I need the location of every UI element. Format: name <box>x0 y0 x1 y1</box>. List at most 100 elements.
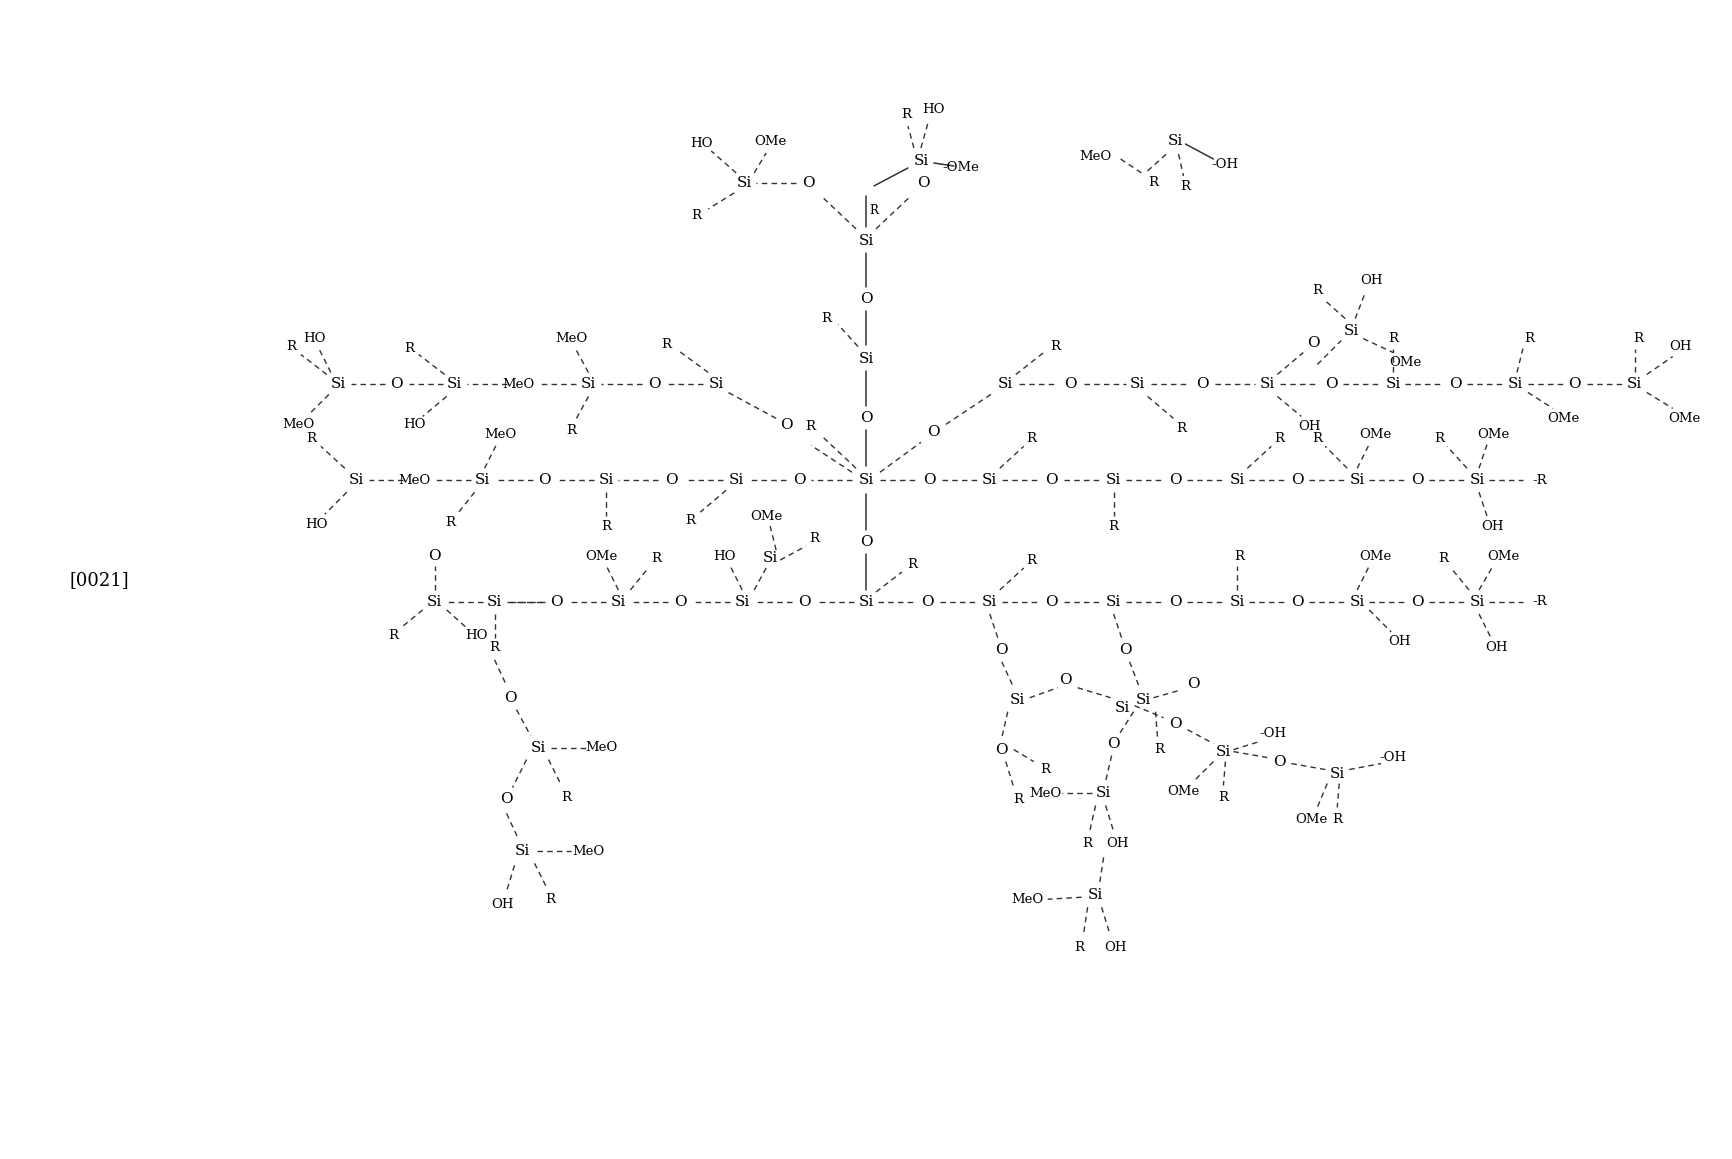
Text: R: R <box>445 516 456 529</box>
Text: R: R <box>805 420 816 432</box>
Text: OMe: OMe <box>1167 785 1200 799</box>
Text: Si: Si <box>475 473 490 487</box>
Text: Si: Si <box>1010 693 1025 707</box>
Text: OMe: OMe <box>1486 549 1519 562</box>
Text: R: R <box>651 552 662 564</box>
Text: Si: Si <box>599 473 615 487</box>
Text: Si: Si <box>913 154 928 168</box>
Text: OH: OH <box>1107 837 1129 850</box>
Text: OH: OH <box>1360 275 1382 287</box>
Text: R: R <box>1275 432 1285 445</box>
Text: Si: Si <box>734 595 750 608</box>
Text: Si: Si <box>1386 378 1401 392</box>
Text: R: R <box>809 532 819 545</box>
Text: O: O <box>798 595 811 608</box>
Text: R: R <box>307 432 315 445</box>
Text: Si: Si <box>428 595 442 608</box>
Text: O: O <box>923 473 937 487</box>
Text: Si: Si <box>1088 888 1103 902</box>
Text: R: R <box>1155 743 1164 756</box>
Text: O: O <box>1060 672 1072 687</box>
Text: O: O <box>1290 473 1304 487</box>
Text: O: O <box>928 425 940 439</box>
Text: Si: Si <box>729 473 743 487</box>
Text: MeO: MeO <box>398 474 431 487</box>
Text: Si: Si <box>611 595 625 608</box>
Text: R: R <box>1027 432 1037 445</box>
Text: R: R <box>686 513 695 526</box>
Text: Si: Si <box>982 595 998 608</box>
Text: O: O <box>1290 595 1304 608</box>
Text: O: O <box>504 691 516 705</box>
Text: Si: Si <box>1344 323 1360 337</box>
Text: HO: HO <box>305 518 327 531</box>
Text: O: O <box>1107 737 1121 751</box>
Text: O: O <box>539 473 551 487</box>
Text: O: O <box>648 378 660 392</box>
Text: O: O <box>1273 755 1285 768</box>
Text: R: R <box>1074 941 1084 954</box>
Text: O: O <box>859 411 873 425</box>
Text: O: O <box>1046 473 1058 487</box>
Text: Si: Si <box>1216 744 1231 759</box>
Text: R: R <box>662 338 672 351</box>
Text: Si: Si <box>1259 378 1275 392</box>
Text: Si: Si <box>1349 595 1365 608</box>
Text: -OH: -OH <box>1380 751 1406 764</box>
Text: MeO: MeO <box>282 418 315 431</box>
Text: O: O <box>793 473 805 487</box>
Text: OMe: OMe <box>1389 356 1422 369</box>
Text: [0021]: [0021] <box>69 571 128 589</box>
Text: Si: Si <box>447 378 462 392</box>
Text: OMe: OMe <box>1360 549 1391 562</box>
Text: Si: Si <box>1349 473 1365 487</box>
Text: Si: Si <box>859 473 873 487</box>
Text: O: O <box>1169 595 1181 608</box>
Text: OMe: OMe <box>1360 428 1391 440</box>
Text: Si: Si <box>350 473 364 487</box>
Text: O: O <box>802 176 814 190</box>
Text: Si: Si <box>331 378 346 392</box>
Text: R: R <box>561 790 572 804</box>
Text: Si: Si <box>1167 134 1183 148</box>
Text: O: O <box>1119 643 1133 657</box>
Text: -OH: -OH <box>1259 727 1287 741</box>
Text: HO: HO <box>689 137 712 150</box>
Text: O: O <box>1569 378 1581 392</box>
Text: R: R <box>1027 554 1037 567</box>
Text: Si: Si <box>998 378 1013 392</box>
Text: Si: Si <box>1230 595 1245 608</box>
Text: R: R <box>286 340 296 353</box>
Text: R: R <box>1181 181 1190 194</box>
Text: R: R <box>566 424 577 437</box>
Text: O: O <box>1308 336 1320 350</box>
Text: O: O <box>1065 378 1077 392</box>
Text: Si: Si <box>859 234 873 248</box>
Text: R: R <box>546 892 556 905</box>
Text: R: R <box>1313 284 1322 297</box>
Text: OH: OH <box>492 898 514 911</box>
Text: R: R <box>601 519 611 533</box>
Text: Si: Si <box>708 378 724 392</box>
Text: MeO: MeO <box>1011 892 1044 905</box>
Text: Si: Si <box>487 595 502 608</box>
Text: MeO: MeO <box>572 845 604 858</box>
Text: O: O <box>1412 473 1424 487</box>
Text: Si: Si <box>1115 701 1131 715</box>
Text: R: R <box>1313 432 1322 445</box>
Text: Si: Si <box>1469 473 1484 487</box>
Text: R: R <box>1218 790 1228 804</box>
Text: O: O <box>428 549 442 563</box>
Text: OMe: OMe <box>1668 411 1701 425</box>
Text: OH: OH <box>1670 340 1692 353</box>
Text: MeO: MeO <box>502 378 535 391</box>
Text: R: R <box>1082 837 1093 850</box>
Text: O: O <box>1169 716 1181 730</box>
Text: Si: Si <box>1136 693 1152 707</box>
Text: R: R <box>901 108 911 121</box>
Text: R: R <box>691 210 701 223</box>
Text: O: O <box>1412 595 1424 608</box>
Text: MeO: MeO <box>556 333 587 345</box>
Text: R: R <box>1438 552 1448 564</box>
Text: MeO: MeO <box>1029 787 1062 800</box>
